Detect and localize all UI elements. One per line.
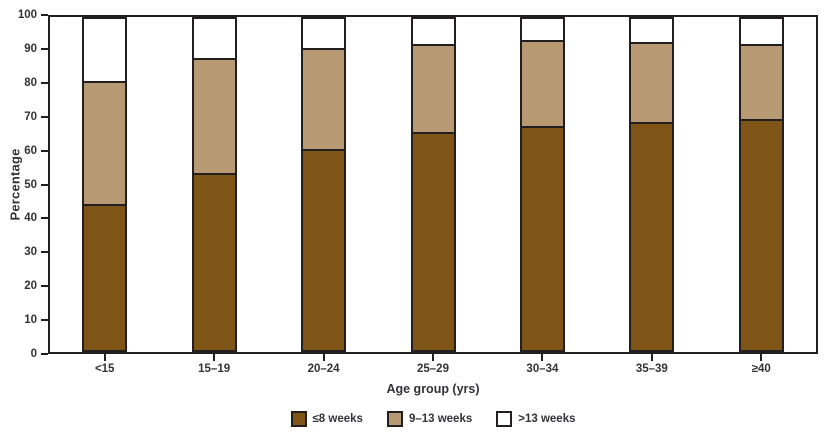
bar-segment-9–13 weeks [631, 41, 673, 123]
bar-30–34 [519, 17, 565, 352]
y-axis-tick [41, 47, 48, 50]
y-axis-tick-label: 100 [17, 9, 37, 21]
bar-segment-≤8 weeks [631, 122, 673, 350]
x-axis-tick-label: 35–39 [635, 363, 668, 375]
y-axis-tick-label: 10 [24, 314, 37, 327]
legend: ≤8 weeks 9–13 weeks >13 weeks [48, 409, 818, 429]
x-axis-tick-label: 20–24 [307, 363, 340, 375]
y-axis-tick-label: 40 [24, 212, 37, 225]
bar-segment-≤8 weeks [303, 148, 345, 350]
bar-segment-≤8 weeks [521, 125, 563, 350]
x-axis-tick [432, 354, 434, 361]
y-axis-tick-label: 70 [24, 110, 37, 123]
y-axis-tick-label: 30 [24, 246, 37, 259]
bar-20–24 [301, 17, 347, 352]
y-axis-tick-label: 60 [24, 144, 37, 157]
y-axis-tick [41, 81, 48, 84]
y-axis-tick [41, 183, 48, 186]
x-axis-tick-label: ≥40 [751, 363, 771, 375]
bar-<15 [82, 17, 128, 352]
y-axis-tick [41, 285, 48, 288]
y-axis-tick [41, 251, 48, 254]
legend-label: >13 weeks [518, 413, 576, 425]
x-axis-tick [213, 354, 216, 361]
legend-label: 9–13 weeks [408, 413, 473, 425]
bar-segment-9–13 weeks [84, 81, 126, 205]
bar-segment-9–13 weeks [412, 43, 454, 133]
x-axis-tick-label: <15 [94, 363, 115, 375]
bar-segment->13 weeks [631, 19, 673, 42]
bar-35–39 [629, 17, 675, 352]
x-axis-tick-label: 30–34 [526, 363, 559, 375]
bar-25–29 [410, 17, 456, 352]
bar-≥40 [738, 17, 784, 352]
x-axis-tick-label: 15–19 [198, 363, 231, 375]
y-axis-tick [41, 14, 48, 16]
bar-segment-9–13 weeks [521, 40, 563, 126]
bar-segment->13 weeks [521, 19, 563, 41]
x-axis-tick [322, 354, 325, 361]
y-axis-tick [41, 115, 48, 118]
legend-swatch [496, 411, 513, 427]
bar-segment-≤8 weeks [412, 132, 454, 350]
bar-segment->13 weeks [303, 19, 345, 49]
x-axis-title: Age group (yrs) [386, 382, 480, 396]
bar-segment-9–13 weeks [740, 43, 782, 120]
y-axis-tick [41, 149, 48, 152]
legend-label: ≤8 weeks [312, 413, 363, 425]
bar-segment->13 weeks [740, 19, 782, 44]
legend-item->13 weeks: >13 weeks [496, 411, 575, 427]
legend-swatch [386, 411, 403, 427]
y-axis-tick [41, 353, 48, 355]
legend-item-≤8 weeks: ≤8 weeks [290, 411, 363, 427]
bar-segment-9–13 weeks [303, 48, 345, 149]
bar-15–19 [191, 17, 237, 352]
x-axis-tick [650, 354, 653, 361]
y-axis-tick-label: 90 [24, 42, 37, 55]
legend-item-9–13 weeks: 9–13 weeks [386, 411, 473, 427]
bar-segment-≤8 weeks [193, 173, 235, 350]
bar-segment->13 weeks [412, 19, 454, 44]
x-axis-tick [103, 354, 106, 361]
bar-segment-≤8 weeks [740, 119, 782, 351]
plot-area [48, 15, 818, 354]
y-axis-tick-label: 50 [24, 178, 37, 191]
bar-segment->13 weeks [193, 19, 235, 59]
y-axis-tick-label: 80 [24, 76, 37, 89]
bar-segment-9–13 weeks [193, 58, 235, 174]
y-axis-tick [41, 217, 48, 220]
legend-swatch [290, 411, 307, 427]
y-axis-tick-label: 20 [24, 280, 37, 293]
y-axis-tick [41, 319, 48, 322]
bar-segment-≤8 weeks [84, 204, 126, 350]
x-axis-tick [760, 354, 763, 361]
bar-segment->13 weeks [84, 19, 126, 82]
x-axis-tick [541, 354, 544, 361]
x-axis-tick-label: 25–29 [417, 363, 449, 375]
y-axis-tick-label: 0 [30, 348, 37, 360]
